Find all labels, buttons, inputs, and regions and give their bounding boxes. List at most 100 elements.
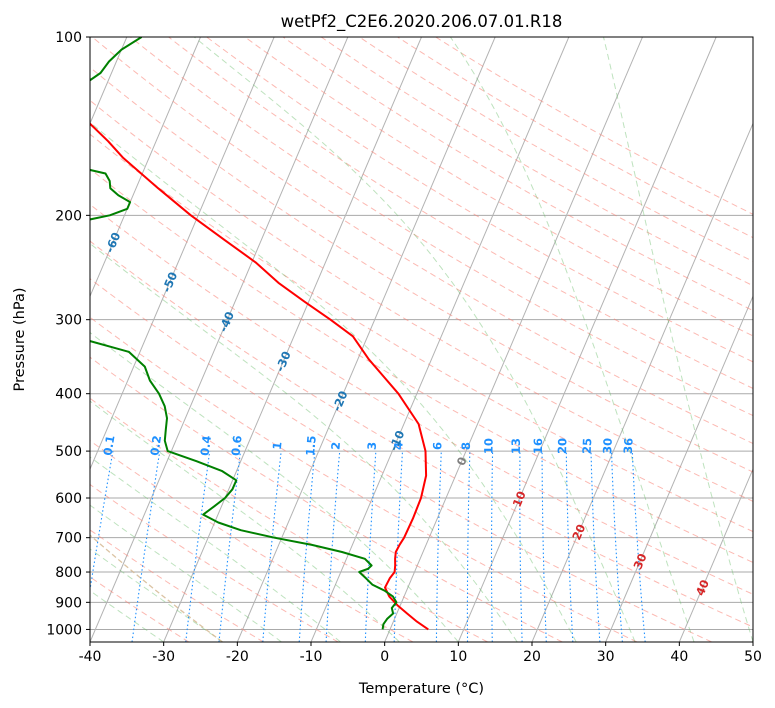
isotherm-line (90, 37, 275, 471)
mixing-ratio-label: 3 (365, 441, 379, 450)
isotherm-line (678, 467, 753, 642)
dry-adiabat-line (90, 440, 414, 642)
moist-adiabat-line (90, 504, 282, 642)
moist-adiabat-line (193, 37, 636, 642)
isotherm-label: 10 (510, 489, 529, 509)
mixing-ratio-line (565, 451, 574, 642)
isotherm-label: -30 (273, 349, 294, 374)
x-tick-label: 10 (449, 649, 467, 665)
isotherm-line (90, 37, 201, 298)
x-tick-label: -10 (300, 649, 323, 665)
x-tick-label: -40 (79, 649, 102, 665)
plot-frame (89, 36, 754, 643)
x-tick-label: 20 (523, 649, 541, 665)
dry-adiabat-line (90, 356, 563, 642)
background-lines (90, 37, 753, 642)
dry-adiabat-line (359, 37, 753, 262)
mixing-ratio-line (466, 451, 471, 642)
moist-adiabat-line (90, 121, 577, 642)
x-axis-label: Temperature (°C) (358, 681, 484, 697)
dry-adiabat-line (90, 203, 753, 595)
isotherm-label: 30 (630, 551, 649, 571)
mixing-ratio-line (90, 451, 114, 594)
mixing-ratio-label: 1 (270, 441, 285, 450)
isotherm-label: 40 (693, 578, 712, 598)
mixing-ratio-line (298, 451, 316, 642)
y-tick-label: 300 (55, 313, 82, 329)
dry-adiabat-line (90, 529, 264, 642)
mixing-ratio-label: 2 (328, 441, 343, 450)
mixing-ratio-label: 8 (459, 442, 473, 450)
dry-adiabat-line (90, 240, 753, 628)
y-axis: 100 200 300 400 500 600 700 800 900 1000 (46, 30, 90, 638)
mixing-ratio-label: 30 (600, 438, 615, 455)
mixing-ratio-line (519, 451, 523, 642)
y-tick-label: 200 (55, 208, 82, 224)
isotherm-label: -20 (330, 389, 351, 414)
dry-adiabat-line (90, 133, 753, 533)
mixing-ratio-line (262, 451, 282, 642)
mixing-ratio-label: 4 (391, 442, 405, 451)
dry-adiabat-line (244, 37, 753, 337)
isotherm-line (531, 122, 753, 642)
dry-adiabat-line (90, 66, 753, 473)
moist-adiabat-line (90, 331, 459, 642)
isotherm-label: -60 (102, 230, 123, 255)
mixing-ratio-label: 0.4 (198, 435, 214, 457)
y-tick-label: 700 (55, 531, 82, 547)
x-axis: -40 -30 -20 -10 0 10 20 30 40 50 (79, 642, 762, 665)
mixing-ratio-line (631, 451, 646, 642)
isotherm-label: 0 (454, 455, 470, 468)
x-tick-label: 50 (744, 649, 762, 665)
mixing-ratio-label: 6 (430, 442, 444, 450)
y-tick-label: 600 (55, 491, 82, 507)
moist-adiabat-line (90, 590, 164, 642)
mixing-ratio-line (610, 451, 623, 642)
dry-adiabat-line (90, 397, 488, 642)
data-lines (90, 37, 429, 631)
dry-adiabat-line (90, 168, 753, 563)
dry-adiabat-line (168, 37, 753, 389)
dry-adiabat-line (282, 37, 753, 312)
mixing-ratio-line (435, 451, 442, 642)
isotherm-line (236, 37, 496, 642)
x-tick-label: 0 (380, 649, 389, 665)
dry-adiabat-line (206, 37, 753, 363)
y-tick-label: 1000 (46, 622, 82, 638)
dry-adiabat-line (90, 99, 753, 502)
mixing-ratio-line (490, 451, 494, 642)
mixing-ratio-line (185, 451, 211, 642)
isotherm-label: -40 (216, 309, 237, 334)
chart-title: wetPf2_C2E6.2020.206.07.01.R18 (281, 12, 563, 32)
isotherm-line (90, 37, 349, 642)
x-tick-label: 30 (597, 649, 615, 665)
dry-adiabat-line (90, 483, 339, 642)
dry-adiabat-line (91, 37, 753, 445)
moist-adiabat-line (90, 400, 400, 642)
mixing-ratio-line (218, 451, 242, 642)
mixing-ratio-label: 0.1 (100, 434, 117, 456)
isotherm-line (457, 37, 717, 642)
mixing-ratio-line (131, 451, 161, 642)
mixing-ratio-label: 10 (482, 438, 496, 454)
moist-adiabat-line (90, 242, 518, 642)
y-tick-label: 800 (55, 565, 82, 581)
isotherm-line (163, 37, 422, 642)
moist-adiabat-line (90, 456, 341, 642)
isotherm-label: -80 (0, 151, 10, 176)
isotherm-label: -50 (159, 270, 180, 295)
x-tick-label: 40 (670, 649, 688, 665)
moist-adiabat-line (603, 37, 753, 642)
mixing-ratio-label: 20 (555, 438, 569, 454)
moist-adiabat-line (90, 548, 223, 642)
mixing-ratio-label: 0.6 (228, 435, 244, 457)
moist-adiabat-line (449, 37, 695, 642)
isotherm-label: 20 (569, 522, 588, 542)
isotherm-line (384, 37, 643, 642)
y-axis-label: Pressure (hPa) (12, 287, 28, 391)
dry-adiabat-line (90, 316, 638, 642)
mixing-ratio-line (590, 451, 601, 642)
mixing-ratio-label: 36 (621, 437, 636, 454)
mixing-ratio-label: 13 (509, 438, 523, 454)
